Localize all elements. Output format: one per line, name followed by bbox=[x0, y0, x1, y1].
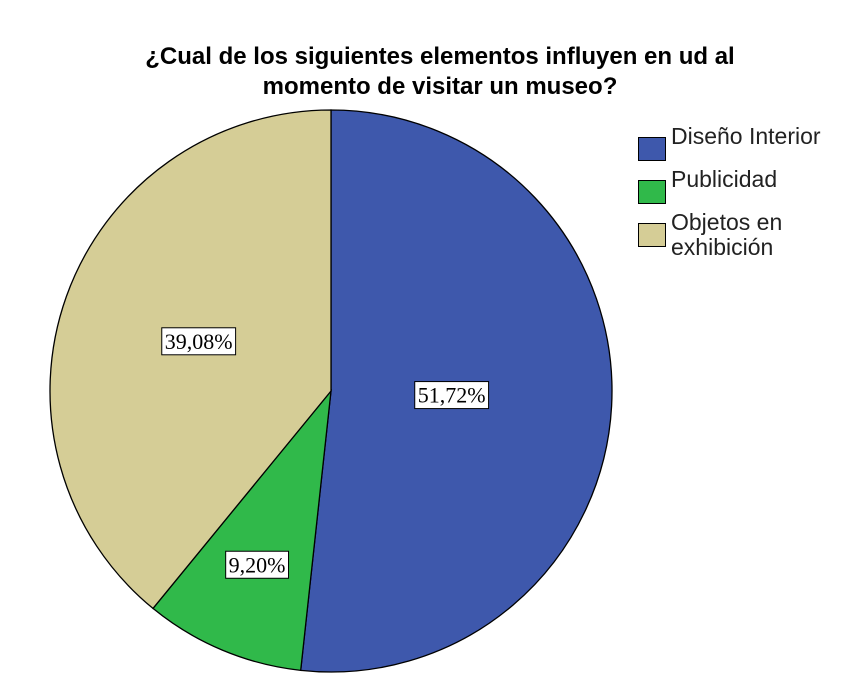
data-label-box bbox=[161, 327, 237, 356]
chart-title: ¿Cual de los siguientes elementos influy… bbox=[145, 43, 735, 100]
legend-label: Objetos en exhibición bbox=[671, 209, 783, 260]
legend-label: Diseño Interior bbox=[671, 123, 821, 149]
pie-slice bbox=[152, 388, 332, 672]
data-label-text: 39,08% bbox=[165, 329, 233, 354]
data-label-box bbox=[225, 550, 290, 579]
data-label-box bbox=[414, 381, 490, 410]
legend-swatch bbox=[638, 180, 666, 204]
data-label: 51,72% bbox=[414, 381, 490, 410]
pie-slice bbox=[49, 109, 332, 610]
legend-swatch bbox=[638, 137, 666, 161]
legend-swatch bbox=[638, 223, 666, 247]
legend-item: Publicidad bbox=[638, 167, 821, 204]
legend-label: Publicidad bbox=[671, 166, 778, 192]
legend-item: Objetos en exhibición bbox=[638, 210, 821, 260]
data-label: 9,20% bbox=[225, 550, 290, 579]
legend-item: Diseño Interior bbox=[638, 124, 821, 161]
data-label-text: 51,72% bbox=[418, 383, 486, 408]
data-label-text: 9,20% bbox=[229, 552, 286, 577]
data-label: 39,08% bbox=[161, 327, 237, 356]
legend: Diseño Interior Publicidad Objetos en exhi… bbox=[638, 124, 821, 266]
